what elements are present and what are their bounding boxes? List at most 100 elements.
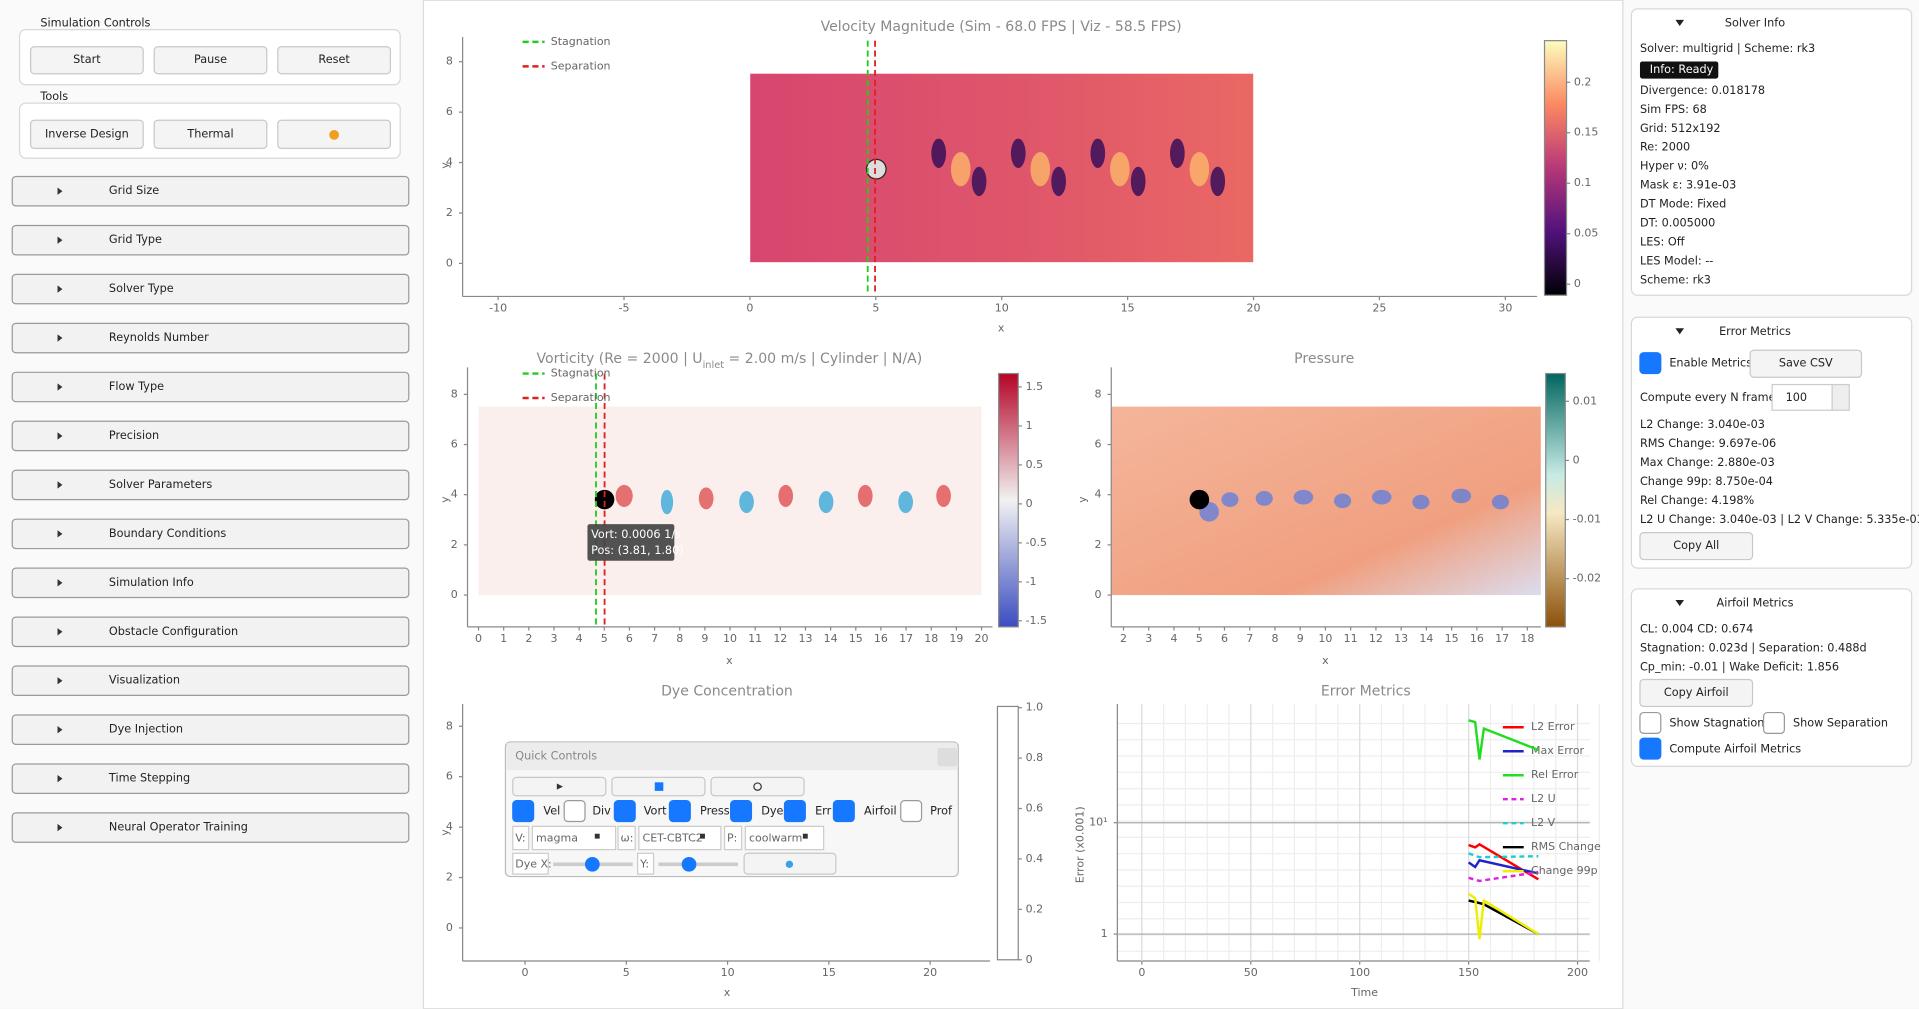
error-series xyxy=(1468,719,1539,760)
y-tick-label: 6 xyxy=(1094,438,1101,451)
y-tick-label: 4 xyxy=(451,488,458,501)
x-tick-label: 16 xyxy=(874,632,888,645)
button-label: Save CSV xyxy=(1779,357,1833,370)
x-tick-label: 3 xyxy=(550,632,557,645)
legend-label: L2 U xyxy=(1531,792,1556,805)
checkbox[interactable] xyxy=(783,800,806,823)
x-tick-label: 5 xyxy=(872,302,879,315)
collapsible-section[interactable] xyxy=(11,371,410,403)
checkbox[interactable] xyxy=(668,800,691,823)
checkbox[interactable] xyxy=(613,800,636,823)
checkbox-label: Enable Metrics xyxy=(1669,357,1752,370)
collapsible-section[interactable] xyxy=(11,469,410,501)
collapsible-section[interactable] xyxy=(11,812,410,843)
button-label: Inverse Design xyxy=(45,127,129,140)
expand-arrow xyxy=(57,187,63,195)
title-part: inlet xyxy=(703,359,725,370)
collapsible-section[interactable] xyxy=(11,175,410,207)
dropdown[interactable] xyxy=(531,825,617,851)
button-label: Copy Airfoil xyxy=(1664,686,1729,699)
close-button[interactable] xyxy=(937,748,958,767)
collapsible-section[interactable] xyxy=(11,273,410,305)
x-tick-label: 0 xyxy=(1138,966,1145,979)
info-line: LES: Off xyxy=(1640,236,1685,249)
tooltip-text: Vort: 0.0006 1/s xyxy=(591,528,681,541)
vorticity-field xyxy=(478,406,982,596)
x-tick-label: 10 xyxy=(723,632,737,645)
button[interactable] xyxy=(29,119,144,149)
checkbox-label: Show Stagnation xyxy=(1669,717,1764,730)
title-part: = 2.00 m/s | Cylinder | N/A) xyxy=(724,351,922,367)
collapse-arrow xyxy=(1675,19,1685,26)
y-axis-label: y xyxy=(438,162,451,169)
button[interactable] xyxy=(29,46,144,75)
checkbox[interactable] xyxy=(900,800,923,823)
x-tick-label: 14 xyxy=(824,632,838,645)
toggle-label: Dye xyxy=(761,805,783,818)
colorbar-tick-label: 0 xyxy=(1026,953,1033,966)
slider-knob[interactable] xyxy=(681,856,697,872)
checkbox[interactable] xyxy=(730,800,753,823)
x-tick-label: 6 xyxy=(626,632,633,645)
x-tick-label: 100 xyxy=(1349,966,1370,979)
button[interactable] xyxy=(1639,532,1754,561)
section-label: Solver Type xyxy=(109,282,174,295)
label-box xyxy=(512,825,530,851)
droplet-icon xyxy=(785,860,794,868)
checkbox[interactable] xyxy=(1639,352,1662,375)
dropdown[interactable] xyxy=(638,825,722,851)
colorbar xyxy=(998,372,1019,628)
spin-box[interactable] xyxy=(1831,383,1850,411)
x-tick-label: 1 xyxy=(500,632,507,645)
collapsible-section[interactable] xyxy=(11,665,410,697)
button-label: Thermal xyxy=(186,127,233,140)
colormap-label: ω: xyxy=(620,832,633,845)
button[interactable] xyxy=(153,119,268,149)
button-label: Copy All xyxy=(1673,539,1719,552)
collapsible-section[interactable] xyxy=(11,224,410,256)
metric-line: Cp_min: -0.01 | Wake Deficit: 1.856 xyxy=(1640,660,1839,673)
checkbox[interactable] xyxy=(1762,711,1785,734)
collapsible-section[interactable] xyxy=(11,322,410,354)
button[interactable] xyxy=(153,46,268,75)
button[interactable] xyxy=(1749,349,1863,378)
section-label: Neural Operator Training xyxy=(109,821,248,834)
dropdown-arrow xyxy=(594,833,600,839)
number-input[interactable] xyxy=(1771,383,1833,411)
checkbox[interactable] xyxy=(563,800,586,823)
collapsible-section[interactable] xyxy=(11,420,410,452)
collapsible-section[interactable] xyxy=(11,714,410,745)
collapsible-section[interactable] xyxy=(11,518,410,550)
checkbox[interactable] xyxy=(1639,737,1662,760)
collapsible-section[interactable] xyxy=(11,567,410,599)
checkbox[interactable] xyxy=(512,800,535,823)
x-tick-label: 50 xyxy=(1244,966,1258,979)
box-title: Solver Info xyxy=(1725,17,1785,30)
checkbox[interactable] xyxy=(1639,711,1662,734)
y-tick-label: 6 xyxy=(446,770,453,783)
section-label: Solver Parameters xyxy=(109,478,212,491)
button[interactable] xyxy=(277,46,392,75)
collapsible-section[interactable] xyxy=(11,616,410,648)
slider-knob[interactable] xyxy=(585,856,600,872)
colormap-label: V: xyxy=(515,832,525,845)
dropdown-value: coolwarm xyxy=(749,832,802,845)
dropdown[interactable] xyxy=(744,825,825,851)
icon-button[interactable] xyxy=(710,776,805,797)
button-label: Reset xyxy=(318,53,350,66)
colorbar-tick-label: 0.6 xyxy=(1026,802,1044,815)
x-tick-label: 20 xyxy=(923,966,937,979)
colorbar-tick-label: 0.01 xyxy=(1573,394,1598,407)
checkbox-label: Compute Airfoil Metrics xyxy=(1669,742,1801,755)
colorbar-tick-label: 0.05 xyxy=(1574,227,1599,240)
button[interactable] xyxy=(1639,678,1754,708)
collapsible-section[interactable] xyxy=(11,763,410,794)
checkbox[interactable] xyxy=(832,800,855,823)
reset-icon xyxy=(753,782,762,791)
expand-arrow xyxy=(57,774,63,783)
tooltip xyxy=(587,524,675,561)
box-title: Error Metrics xyxy=(1719,325,1791,338)
x-tick-label: 12 xyxy=(773,632,787,645)
label-box xyxy=(512,852,549,875)
plot-title: Vorticity (Re = 2000 | Uinlet = 2.00 m/s… xyxy=(537,351,923,371)
